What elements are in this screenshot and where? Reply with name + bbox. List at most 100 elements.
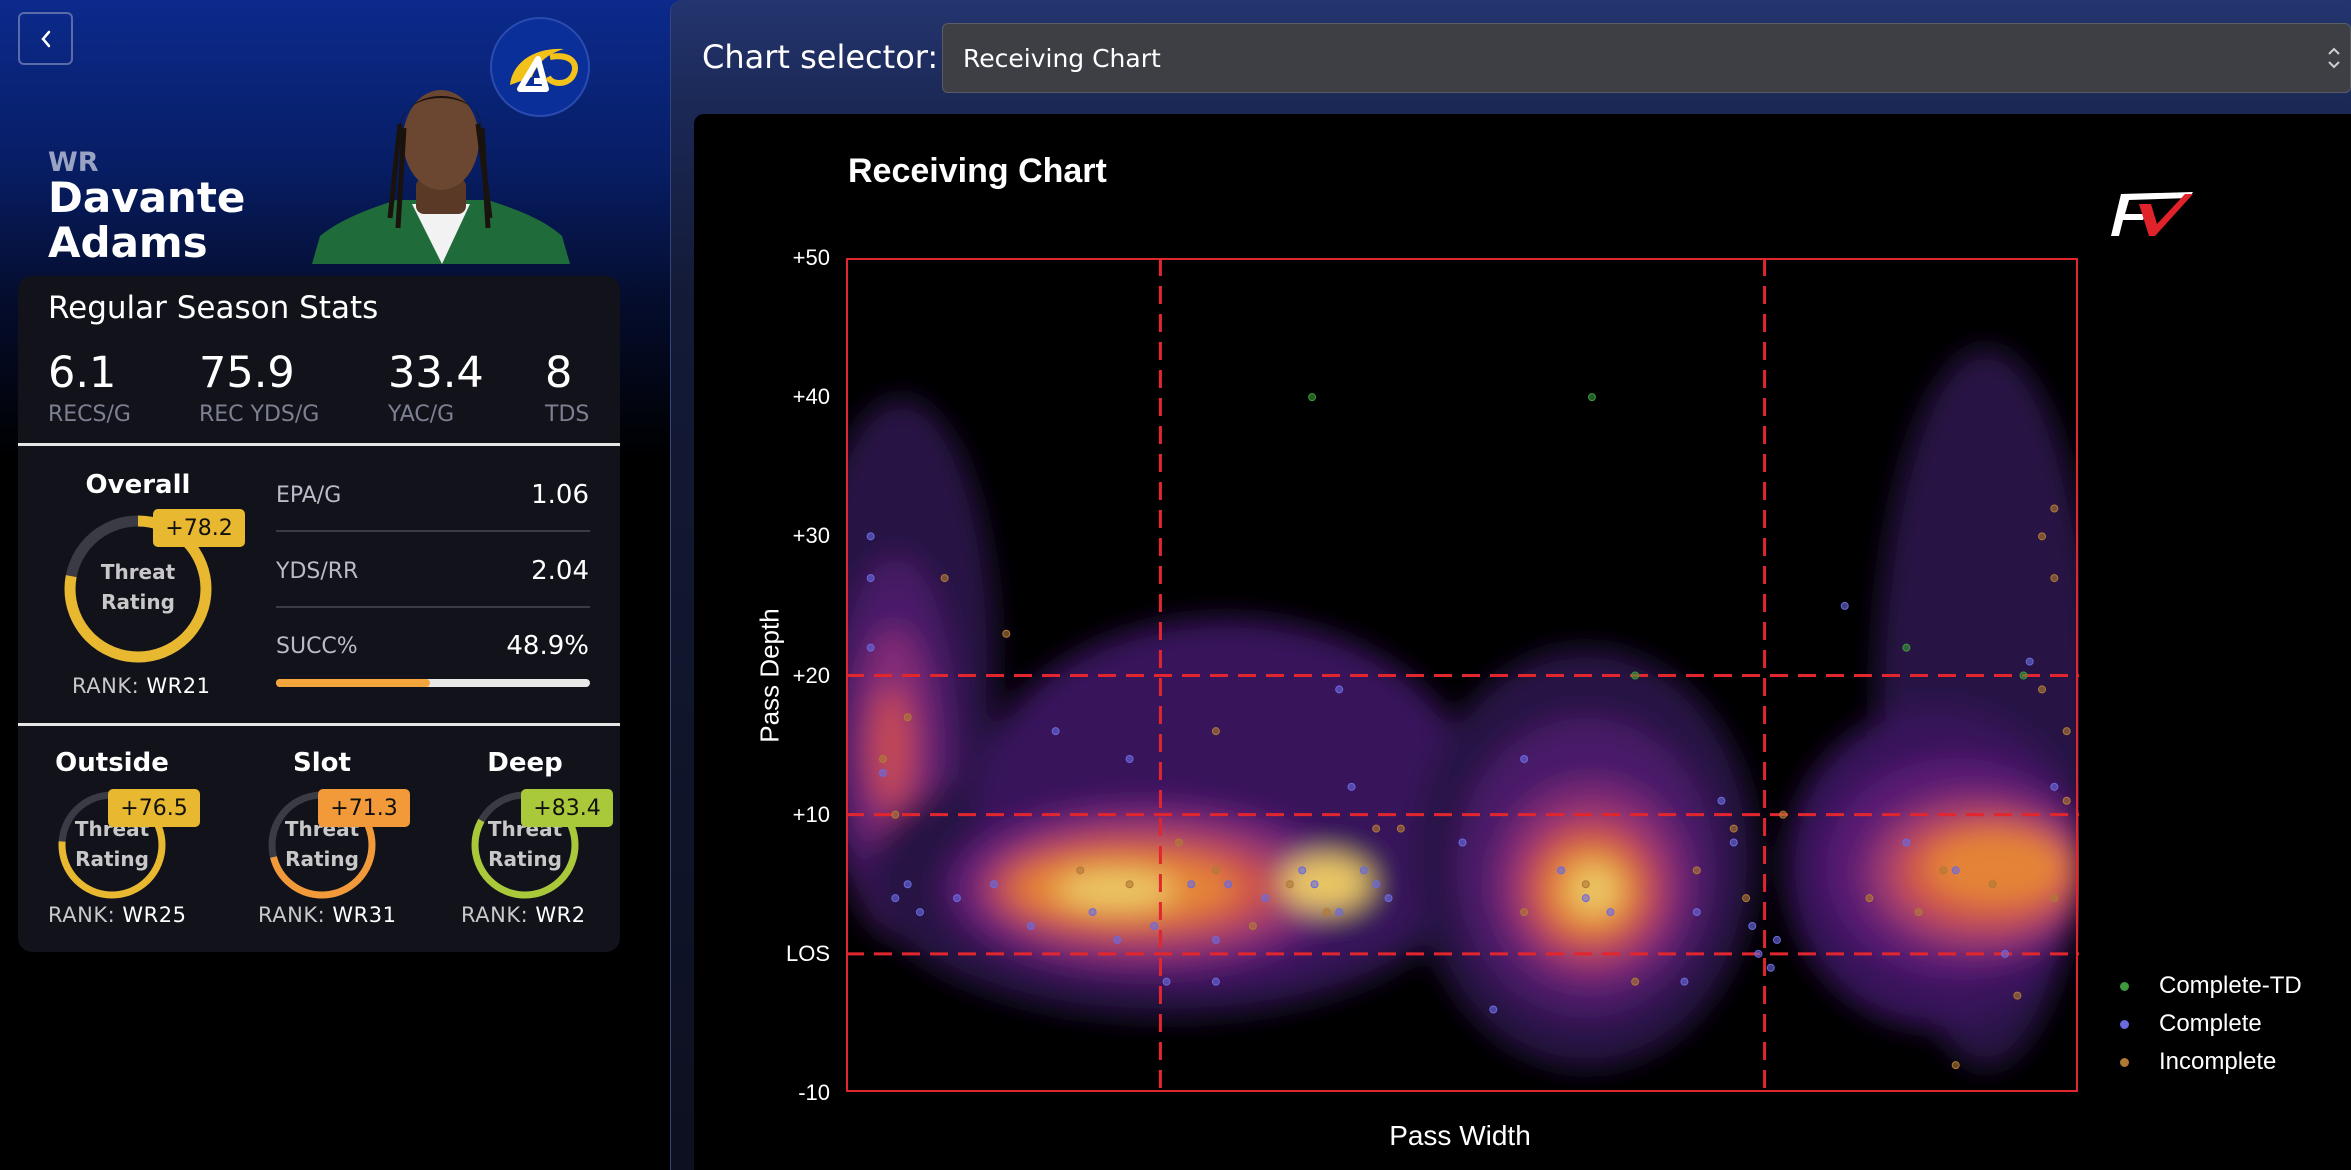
point-incomplete <box>1951 1061 1960 1070</box>
point-complete <box>1717 796 1726 805</box>
point-complete <box>989 880 998 889</box>
point-complete <box>1902 838 1911 847</box>
point-complete <box>1581 894 1590 903</box>
point-complete <box>1520 755 1529 763</box>
point-complete <box>866 574 875 583</box>
overall-title: Overall <box>85 470 191 500</box>
metric-label: EPA/G <box>276 483 342 508</box>
y-tick-label: +20 <box>792 662 830 688</box>
point-incomplete <box>1865 894 1874 903</box>
point-complete <box>1359 866 1368 875</box>
point-complete <box>1766 963 1775 972</box>
point-incomplete <box>1729 824 1738 833</box>
point-complete <box>891 894 900 903</box>
player-position: WR <box>48 147 99 178</box>
point-complete-td <box>2019 671 2028 680</box>
point-complete <box>866 532 875 541</box>
overall-rank: RANK: WR21 <box>72 674 211 698</box>
y-tick-label: LOS <box>785 940 830 966</box>
point-complete <box>1261 894 1270 903</box>
point-incomplete <box>1076 866 1085 875</box>
stat-value: 8 <box>545 348 573 398</box>
point-complete-td <box>1902 643 1911 652</box>
point-complete <box>1951 866 1960 875</box>
point-incomplete <box>878 755 887 763</box>
legend-item: Complete-TD <box>2120 972 2302 1000</box>
season-stats-title: Regular Season Stats <box>48 290 379 326</box>
stat-label: TDS <box>545 402 590 427</box>
point-complete <box>1384 894 1393 903</box>
divider <box>18 443 620 446</box>
divider <box>276 606 590 608</box>
point-incomplete <box>2062 796 2071 805</box>
point-complete <box>1335 908 1344 917</box>
point-complete <box>1748 922 1757 930</box>
split-badge: +71.3 <box>318 789 410 827</box>
metric-value: 48.9% <box>506 631 589 661</box>
x-axis-label: Pass Width <box>1389 1120 1531 1151</box>
split-badge: +76.5 <box>108 789 200 827</box>
metric-label: YDS/RR <box>276 559 359 584</box>
player-portrait <box>312 90 570 264</box>
point-incomplete <box>1322 908 1331 917</box>
stat-label: YAC/G <box>388 402 455 427</box>
point-incomplete <box>2050 894 2059 903</box>
point-complete <box>1310 880 1319 889</box>
split-title: Outside <box>55 748 169 778</box>
point-incomplete <box>1211 866 1220 875</box>
point-complete <box>2001 949 2010 958</box>
point-complete <box>1051 727 1060 736</box>
point-incomplete <box>2050 574 2059 583</box>
fv-logo <box>2111 192 2193 236</box>
point-complete <box>1557 866 1566 875</box>
point-complete <box>1224 880 1233 889</box>
point-complete <box>878 768 887 777</box>
point-incomplete <box>1174 838 1183 847</box>
point-complete <box>1489 1005 1498 1014</box>
legend-marker <box>2120 1057 2129 1067</box>
point-incomplete <box>2013 991 2022 1000</box>
y-tick-label: +50 <box>792 245 830 270</box>
point-complete <box>2050 782 2059 791</box>
point-incomplete <box>1581 880 1590 889</box>
divider <box>18 723 620 726</box>
stat-label: RECS/G <box>48 402 131 427</box>
point-incomplete <box>1396 824 1405 833</box>
point-complete <box>1211 977 1220 986</box>
player-first-name: Davante <box>48 173 246 222</box>
metric-label: SUCC% <box>276 634 358 659</box>
point-complete <box>1840 601 1849 610</box>
metric-value: 2.04 <box>531 556 589 586</box>
succ-progress-fill <box>276 679 430 687</box>
point-complete <box>1754 949 1763 958</box>
point-complete <box>1372 880 1381 889</box>
chevron-left-icon <box>40 30 50 47</box>
point-incomplete <box>1631 977 1640 986</box>
legend-label: Complete <box>2159 1010 2262 1037</box>
point-incomplete <box>2038 532 2047 541</box>
point-complete <box>1606 908 1615 917</box>
point-incomplete <box>1002 629 1011 638</box>
player-name: Davante Adams <box>48 175 308 265</box>
player-last-name: Adams <box>48 218 208 267</box>
point-complete-td <box>1631 671 1640 680</box>
point-complete <box>1113 935 1122 944</box>
point-complete <box>2025 657 2034 666</box>
chart-selector-dropdown[interactable]: Receiving Chart <box>942 23 2351 93</box>
legend-label: Complete-TD <box>2159 972 2302 999</box>
point-incomplete <box>1248 922 1257 930</box>
point-incomplete <box>2038 685 2047 694</box>
point-complete <box>1150 922 1159 930</box>
point-incomplete <box>903 713 912 722</box>
legend-marker <box>2120 981 2129 991</box>
team-logo <box>490 17 590 117</box>
point-complete <box>1026 922 1035 930</box>
split-rank: RANK: WR25 <box>48 903 187 927</box>
split-title: Deep <box>487 748 563 778</box>
legend-marker <box>2120 1019 2129 1029</box>
back-button[interactable] <box>18 12 73 65</box>
point-complete <box>915 908 924 917</box>
point-complete-td <box>1587 393 1596 402</box>
point-incomplete <box>1988 880 1997 889</box>
stat-label: REC YDS/G <box>199 402 320 427</box>
